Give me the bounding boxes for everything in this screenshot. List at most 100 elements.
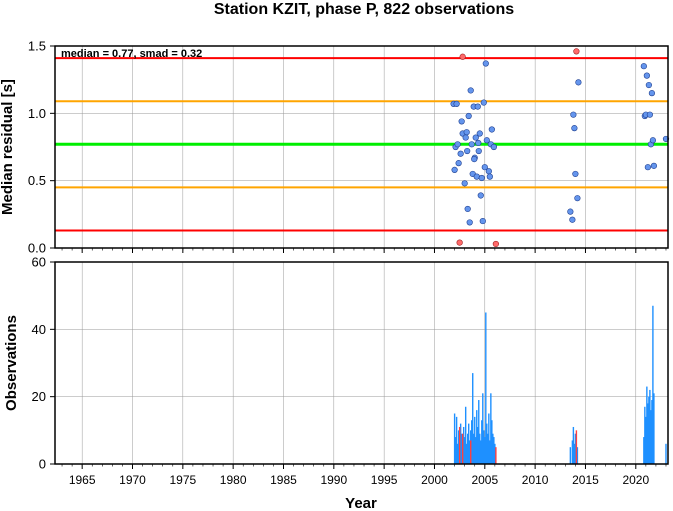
observation-bar <box>462 426 465 464</box>
observation-bar <box>453 413 456 464</box>
residual-point <box>451 166 458 173</box>
residual-point <box>461 180 468 187</box>
observation-bar <box>665 443 667 464</box>
residual-point <box>453 100 460 108</box>
observation-bar <box>650 410 652 464</box>
x-tick-label: 1980 <box>220 473 247 487</box>
residual-point <box>483 137 490 144</box>
residual-point <box>649 137 657 144</box>
plot-area <box>55 262 668 464</box>
observation-bar <box>466 433 469 464</box>
observation-bar <box>572 426 575 464</box>
observation-bar <box>457 430 460 464</box>
observation-bar <box>479 433 481 464</box>
observation-bar <box>467 423 470 464</box>
x-tick-label: 2015 <box>572 473 599 487</box>
residual-point <box>646 111 653 118</box>
residual-point <box>486 173 493 180</box>
outlier-point <box>492 240 499 248</box>
outlier-point <box>456 239 463 246</box>
observation-bar <box>569 447 572 464</box>
x-tick-label: 2020 <box>622 473 649 487</box>
observation-bar <box>573 443 576 464</box>
residual-point <box>457 150 464 157</box>
residual-point <box>463 129 470 136</box>
residual-point <box>472 134 479 141</box>
y-tick-label: 0.5 <box>28 173 46 188</box>
observation-bar <box>489 440 491 464</box>
stats-annotation: median = 0.77, smad = 0.32 <box>61 48 202 60</box>
residual-point <box>482 60 489 67</box>
observation-bar <box>488 413 490 464</box>
x-tick-label: 1970 <box>119 473 146 487</box>
observation-bar <box>484 437 486 464</box>
observation-bar <box>653 393 655 464</box>
observation-bar <box>494 443 496 464</box>
y-tick-label: 0 <box>39 457 46 472</box>
residual-point <box>575 79 582 86</box>
observation-bar <box>455 416 458 464</box>
x-tick-label: 1985 <box>270 473 297 487</box>
residual-point <box>471 156 478 163</box>
residual-point <box>458 118 465 125</box>
observations-panel: 1965 1970 1975 1980 1985 1990 1995 2000 2005 2010… <box>32 255 669 487</box>
residual-point <box>640 63 647 70</box>
observation-bar <box>469 440 471 464</box>
residual-point <box>488 126 495 133</box>
residual-point <box>570 111 577 118</box>
observation-bar <box>491 420 493 464</box>
observation-bar <box>471 420 473 464</box>
observation-bar <box>473 433 475 464</box>
residual-point <box>475 139 482 147</box>
chart-title: Station KZIT, phase P, 822 observations <box>214 1 514 18</box>
residual-point <box>476 130 483 137</box>
residual-point <box>645 81 652 89</box>
observation-bar <box>487 433 489 464</box>
observation-bar <box>493 437 495 464</box>
observations-axis-label: Observations <box>3 315 20 411</box>
residual-point <box>571 125 578 132</box>
residual-point <box>650 162 658 169</box>
observation-bar <box>643 437 645 464</box>
y-tick-label: 20 <box>32 389 46 404</box>
observation-bar <box>490 393 492 464</box>
outlier-point <box>459 53 466 60</box>
residual-point <box>477 192 484 199</box>
observation-bar <box>480 440 482 464</box>
residual-point <box>644 164 651 171</box>
observation-bar <box>464 406 467 464</box>
outlier-bar <box>495 447 497 464</box>
observation-bar <box>647 403 649 464</box>
observation-bar <box>483 430 485 464</box>
outlier-bar <box>470 440 472 464</box>
observation-bar <box>652 305 654 464</box>
observation-bar <box>459 423 462 464</box>
observation-bar <box>574 433 577 464</box>
residual-point <box>462 134 469 141</box>
residual-point <box>454 141 461 148</box>
residual-point <box>464 205 471 213</box>
residual-point <box>455 160 462 167</box>
x-tick-label: 1995 <box>371 473 398 487</box>
observation-bar <box>465 443 468 464</box>
residual-point <box>465 112 472 120</box>
x-tick-label: 2005 <box>471 473 498 487</box>
residual-point <box>475 147 482 155</box>
x-tick-label: 2010 <box>522 473 549 487</box>
residual-point <box>479 217 486 225</box>
residual-point <box>643 72 650 79</box>
observation-bar <box>463 437 466 464</box>
residual-point <box>464 147 471 155</box>
observation-bar <box>481 420 483 464</box>
x-tick-label: 2000 <box>421 473 448 487</box>
x-tick-label: 1990 <box>320 473 347 487</box>
y-tick-label: 40 <box>32 322 46 337</box>
residual-panel: 0.0 0.5 1.0 1.5 median = 0.77, smad = 0.32 <box>28 39 670 256</box>
observation-bar <box>485 312 487 464</box>
residual-point <box>473 173 480 180</box>
residual-point <box>567 208 574 215</box>
y-tick-label: 0.0 <box>28 241 46 256</box>
observation-bar <box>651 400 653 464</box>
residual-point <box>480 99 487 106</box>
